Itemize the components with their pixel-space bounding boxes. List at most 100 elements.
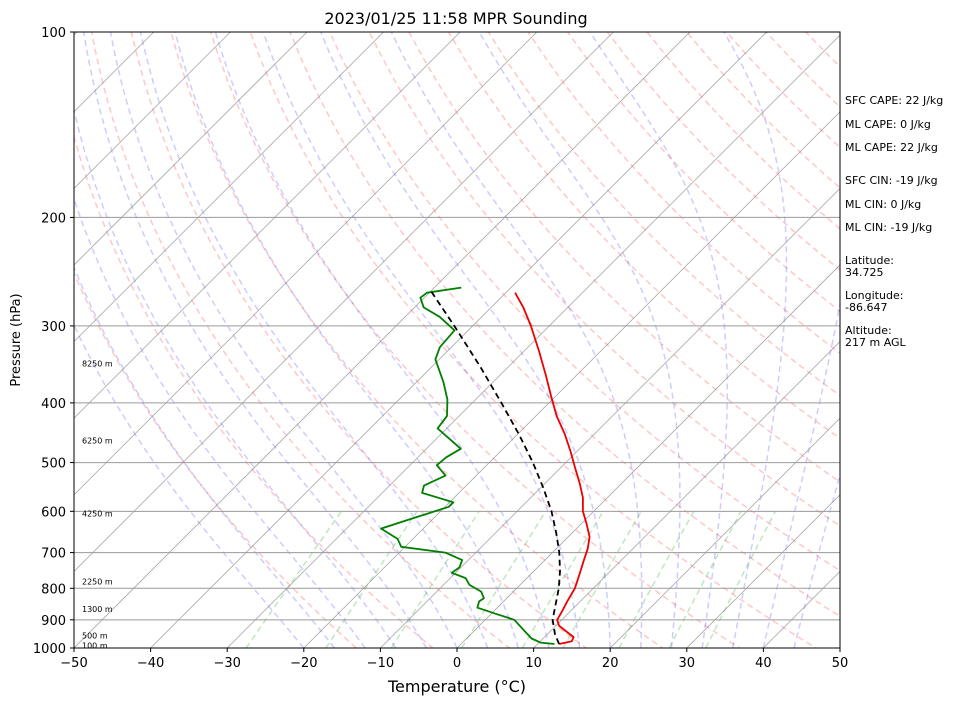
x-tick-label: 20 xyxy=(602,656,619,671)
dry-adiabat-line xyxy=(90,32,511,648)
dry-adiabat-line xyxy=(368,32,840,527)
height-label: 100 m xyxy=(82,641,108,650)
sounding-series xyxy=(380,286,591,645)
dry-adiabat-line xyxy=(289,32,840,618)
x-tick-label: −10 xyxy=(367,656,394,671)
mixing-ratio-line xyxy=(245,510,343,648)
dry-adiabat-line xyxy=(209,32,741,648)
moist-adiabat-line xyxy=(589,32,728,648)
latitude-value: 34.725 xyxy=(845,266,884,279)
dry-adiabat-line xyxy=(329,32,840,572)
moist-adiabat-line xyxy=(390,32,643,648)
ml-cin-text-2: ML CIN: -19 J/kg xyxy=(845,221,932,234)
mixing-ratio-line xyxy=(461,510,547,648)
height-label: 2250 m xyxy=(82,578,113,587)
dry-adiabat-line xyxy=(130,32,588,648)
x-tick-label: 50 xyxy=(832,656,849,671)
x-tick-label: 0 xyxy=(453,656,461,671)
mixing-ratio-line xyxy=(668,510,742,648)
ml-cape-text-1: ML CAPE: 0 J/kg xyxy=(845,118,931,131)
altitude-label: Altitude: xyxy=(845,324,892,337)
x-tick-label: −50 xyxy=(60,656,87,671)
chart-title: 2023/01/25 11:58 MPR Sounding xyxy=(324,9,587,28)
background-lines xyxy=(0,32,840,648)
height-label: 500 m xyxy=(82,632,108,641)
latitude-label: Latitude: xyxy=(845,254,894,267)
plot-frame xyxy=(73,31,841,649)
isotherm-line xyxy=(74,32,231,189)
y-tick-label: 500 xyxy=(41,457,66,472)
dry-adiabat-line xyxy=(74,133,435,648)
dry-adiabat-line xyxy=(170,32,665,648)
moist-adiabat-line xyxy=(109,32,458,648)
moist-adiabat-line xyxy=(762,300,840,648)
x-tick-label: −30 xyxy=(213,656,240,671)
x-tick-label: 30 xyxy=(679,656,696,671)
parcel-profile-line xyxy=(429,289,561,645)
isotherm-line xyxy=(303,111,840,648)
moist-adiabat-line xyxy=(478,32,681,648)
isotherm-line xyxy=(456,264,840,648)
isotherm-line xyxy=(686,494,840,648)
longitude-label: Longitude: xyxy=(845,289,903,302)
y-axis-ticks: 1000 900 800 700 600 500 400 300 200 100 xyxy=(33,26,74,657)
isotherm-line xyxy=(74,32,308,266)
x-tick-label: 10 xyxy=(525,656,542,671)
isotherm-line xyxy=(0,32,1,648)
isotherm-line xyxy=(74,32,384,343)
moist-adiabat-line xyxy=(83,32,428,648)
side-panel: SFC CAPE: 22 J/kg ML CAPE: 0 J/kg ML CAP… xyxy=(845,94,943,349)
sfc-cape-text: SFC CAPE: 22 J/kg xyxy=(845,94,943,107)
y-tick-label: 600 xyxy=(41,505,66,520)
moist-adiabat-line xyxy=(74,107,397,648)
moist-adiabat-line xyxy=(320,32,611,648)
mixing-ratio-line xyxy=(562,510,642,648)
moist-adiabat-line xyxy=(139,32,489,648)
x-axis-ticks: −50 −40 −30 −20 −10 0 10 20 30 40 50 xyxy=(60,648,848,671)
y-tick-label: 900 xyxy=(41,614,66,629)
ml-cape-text-2: ML CAPE: 22 J/kg xyxy=(845,141,938,154)
moist-adiabat-line xyxy=(723,32,788,648)
sfc-cin-text: SFC CIN: -19 J/kg xyxy=(845,174,938,187)
y-tick-label: 300 xyxy=(41,320,66,335)
dewpoint-line xyxy=(380,286,555,645)
dry-adiabat-line xyxy=(527,32,840,355)
isotherm-line xyxy=(380,187,840,648)
moist-adiabat-line xyxy=(174,32,520,648)
isotherm-line xyxy=(74,32,691,648)
height-label: 8250 m xyxy=(82,359,113,368)
moist-adiabat-line xyxy=(214,32,550,648)
dry-adiabat-line xyxy=(567,32,840,313)
y-tick-label: 400 xyxy=(41,397,66,412)
isotherm-line xyxy=(74,32,461,419)
x-tick-label: 40 xyxy=(755,656,772,671)
isotherm-line xyxy=(74,32,538,496)
moist-adiabat-line xyxy=(74,265,335,648)
x-tick-label: −20 xyxy=(290,656,317,671)
isotherm-line xyxy=(533,341,840,648)
isotherm-line xyxy=(74,32,614,572)
y-axis-title: Pressure (hPa) xyxy=(9,293,24,386)
altitude-value: 217 m AGL xyxy=(845,336,907,349)
y-tick-label: 1000 xyxy=(33,642,66,657)
x-tick-label: −40 xyxy=(137,656,164,671)
mixing-ratio-line xyxy=(521,510,604,648)
ml-cin-text-1: ML CIN: 0 J/kg xyxy=(845,198,921,211)
y-tick-label: 700 xyxy=(41,547,66,562)
y-tick-label: 100 xyxy=(41,26,66,41)
temperature-line xyxy=(514,292,591,645)
moist-adiabat-line xyxy=(262,32,581,648)
isotherm-line xyxy=(150,32,767,648)
moist-adiabat-line xyxy=(74,196,366,648)
isobar-grid xyxy=(74,32,840,648)
height-label: 1300 m xyxy=(82,605,113,614)
height-label: 4250 m xyxy=(82,510,113,519)
height-label: 6250 m xyxy=(82,436,113,445)
y-tick-label: 800 xyxy=(41,582,66,597)
isotherm-line xyxy=(609,417,840,648)
dry-adiabat-line xyxy=(74,270,358,648)
mixing-ratio-line xyxy=(705,510,777,648)
x-axis-title: Temperature (°C) xyxy=(387,677,526,696)
